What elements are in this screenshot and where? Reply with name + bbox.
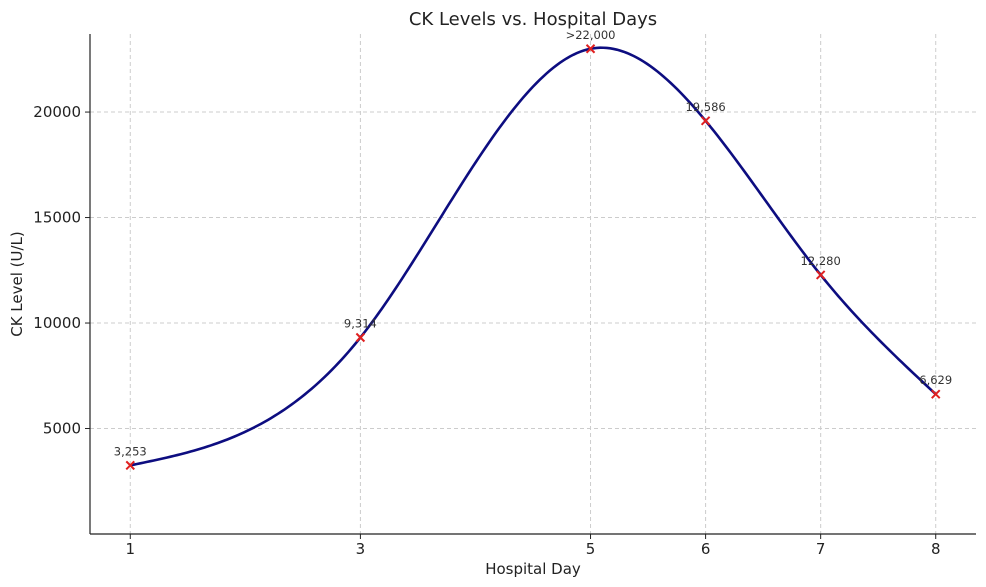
x-tick-label: 1 (125, 540, 135, 558)
data-point-marker (700, 116, 711, 126)
axis-ticks: 1 3 5 6 7 8 5000 10000 15000 20000 (33, 103, 940, 558)
x-tick-label: 5 (586, 540, 596, 558)
data-labels: 3,253 9,314 >22,000 19,586 12,280 6,629 (114, 28, 952, 459)
x-tick-label: 7 (816, 540, 826, 558)
data-point-label: 12,280 (801, 254, 841, 268)
y-tick-label: 5000 (43, 420, 81, 438)
data-point-label: >22,000 (566, 28, 616, 42)
data-point-marker (355, 332, 366, 343)
data-point-label: 9,314 (344, 317, 377, 331)
grid-lines (90, 34, 976, 534)
y-axis-label: CK Level (U/L) (8, 231, 26, 337)
data-point-marker (585, 44, 596, 54)
data-point-label: 3,253 (114, 444, 147, 458)
data-point-marker (815, 270, 826, 280)
y-tick-label: 20000 (33, 103, 81, 121)
x-tick-label: 6 (701, 540, 711, 558)
x-tick-label: 3 (356, 540, 366, 558)
series-line (130, 46, 937, 467)
data-point-marker (931, 389, 941, 399)
data-point-label: 19,586 (685, 100, 725, 114)
data-markers (125, 44, 941, 471)
y-tick-label: 15000 (33, 209, 81, 227)
axes (89, 34, 976, 535)
data-point-label: 6,629 (919, 373, 952, 387)
x-tick-label: 8 (931, 540, 941, 558)
ck-level-line (130, 46, 937, 467)
x-axis-label: Hospital Day (485, 560, 581, 578)
chart-title: CK Levels vs. Hospital Days (409, 9, 657, 30)
y-tick-label: 10000 (33, 314, 81, 332)
data-point-marker (125, 460, 135, 471)
